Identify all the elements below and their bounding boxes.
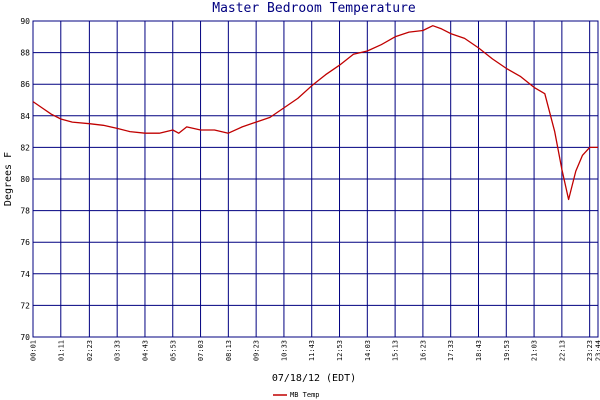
x-axis-ticks: 00:01 01:11 02:23 03:33 04:43 05:53 07:03 08:13… — [30, 340, 600, 361]
x-tick-label: 17:33 — [447, 340, 455, 361]
x-tick-label: 23:44 — [595, 340, 600, 361]
y-tick-label: 76 — [20, 238, 30, 247]
x-tick-label: 19:53 — [503, 340, 511, 361]
x-tick-label: 05:53 — [169, 340, 177, 361]
legend: MB Temp — [273, 391, 320, 399]
y-tick-label: 82 — [20, 143, 30, 152]
chart-title: Master Bedroom Temperature — [212, 1, 416, 16]
y-tick-label: 78 — [20, 207, 30, 216]
series-layer — [32, 25, 598, 201]
x-tick-label: 01:11 — [57, 340, 65, 361]
y-tick-label: 90 — [20, 17, 30, 26]
x-tick-label: 18:43 — [475, 340, 483, 361]
y-tick-label: 84 — [20, 112, 30, 121]
x-tick-label: 09:23 — [253, 340, 261, 361]
x-tick-label: 12:53 — [336, 340, 344, 361]
x-tick-label: 08:13 — [225, 340, 233, 361]
x-tick-label: 21:03 — [531, 340, 539, 361]
x-tick-label: 16:23 — [419, 340, 427, 361]
plot-frame — [32, 20, 599, 338]
x-tick-label: 04:43 — [141, 340, 149, 361]
x-tick-label: 10:33 — [280, 340, 288, 361]
x-tick-label: 11:43 — [308, 340, 316, 361]
x-tick-label: 22:13 — [558, 340, 566, 361]
x-tick-label: 23:23 — [586, 340, 594, 361]
series-line-mb-temp — [32, 25, 598, 201]
y-axis-label: Degrees F — [3, 152, 14, 206]
x-tick-label: 00:01 — [30, 340, 38, 361]
x-tick-label: 03:33 — [114, 340, 122, 361]
y-tick-label: 86 — [20, 80, 30, 89]
y-tick-label: 72 — [20, 301, 30, 310]
y-axis-ticks: 70 72 74 76 78 80 82 84 86 88 90 — [20, 17, 30, 342]
x-axis-label: 07/18/12 (EDT) — [272, 373, 356, 384]
y-tick-label: 80 — [20, 175, 30, 184]
y-tick-label: 88 — [20, 49, 30, 58]
y-tick-label: 74 — [20, 270, 30, 279]
grid-lines — [32, 20, 599, 338]
x-tick-label: 07:03 — [197, 340, 205, 361]
legend-label: MB Temp — [290, 391, 320, 399]
x-tick-label: 02:23 — [86, 340, 94, 361]
x-tick-label: 15:13 — [392, 340, 400, 361]
y-tick-label: 70 — [20, 333, 30, 342]
x-tick-label: 14:03 — [364, 340, 372, 361]
